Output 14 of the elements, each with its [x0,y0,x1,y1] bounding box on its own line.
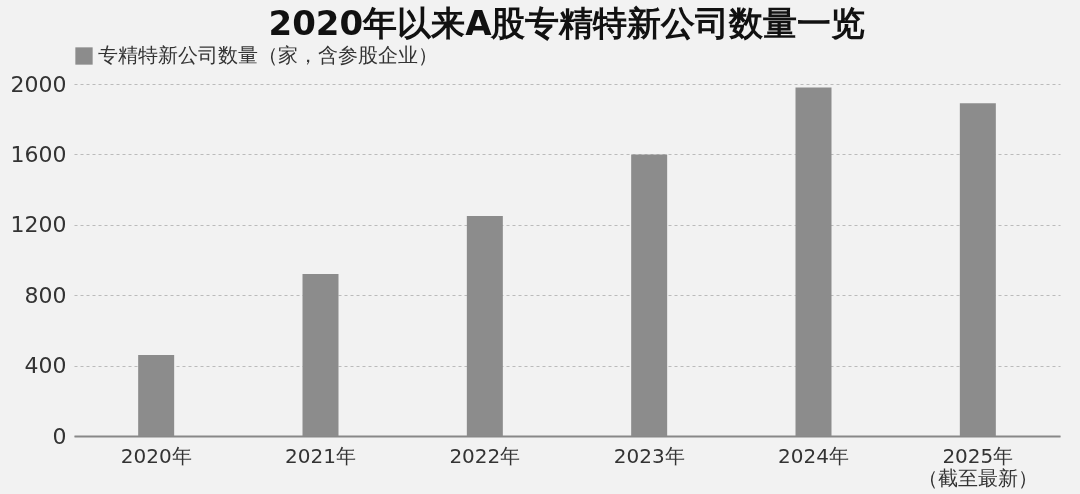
legend-label: 专精特新公司数量（家，含参股企业） [98,43,438,67]
x-tick-label: 2020年 [120,443,192,468]
x-tick-label: 2022年 [449,443,521,468]
y-tick-label: 800 [24,282,67,308]
y-tick-label: 1600 [10,141,67,167]
chart-title: 2020年以来A股专精特新公司数量一览 [268,3,866,43]
y-tick-label: 400 [24,353,67,379]
x-tick-label: 2023年 [613,443,685,468]
y-tick-label: 2000 [10,71,67,97]
y-tick-label: 0 [52,423,67,449]
y-tick-label: 1200 [10,212,67,238]
x-tick-label: 2024年 [778,443,849,468]
x-tick-label: 2025年（截至最新） [917,443,1038,490]
x-tick-label: 2021年 [285,443,356,468]
